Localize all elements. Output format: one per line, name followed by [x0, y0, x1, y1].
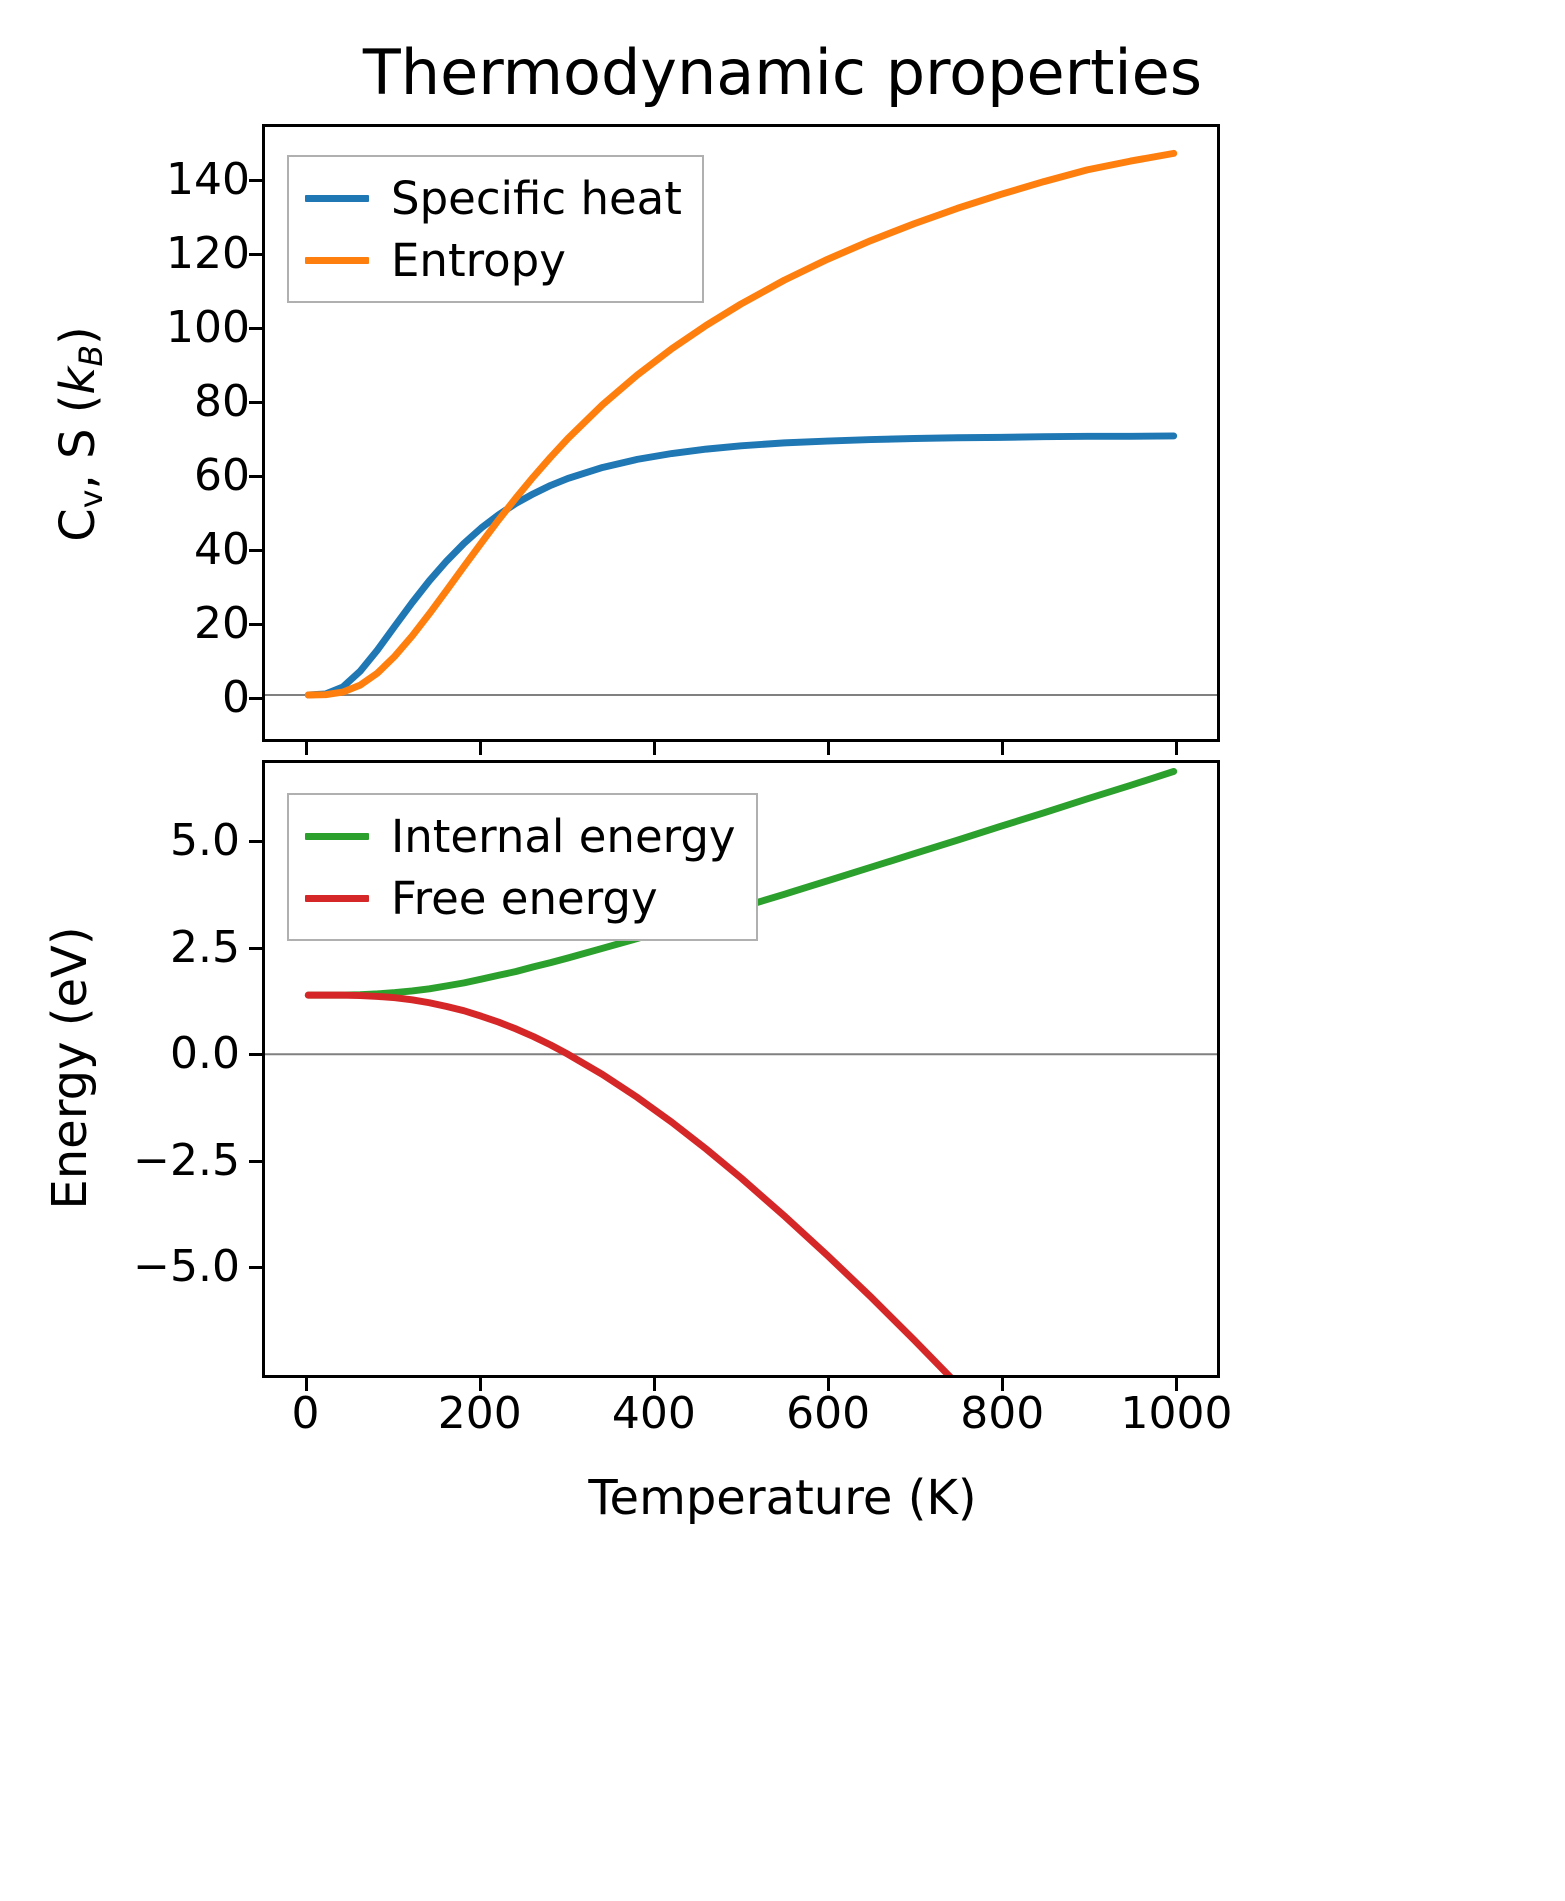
y-tick-label: 5.0: [170, 819, 240, 863]
bottom-legend-item[interactable]: Internal energy: [305, 805, 736, 867]
x-tick-mark: [653, 1378, 656, 1391]
y-tick-mark: [249, 179, 262, 182]
legend-color-swatch: [305, 195, 369, 202]
bottom-legend-item[interactable]: Free energy: [305, 867, 736, 929]
y-tick-mark: [249, 697, 262, 700]
top-legend[interactable]: Specific heat Entropy: [287, 155, 704, 303]
x-tick-mark: [479, 1378, 482, 1391]
top-legend-item[interactable]: Specific heat: [305, 167, 682, 229]
x-axis-label: Temperature (K): [0, 1470, 1565, 1526]
x-tick-label: 1000: [1120, 1392, 1232, 1436]
x-tick-mark: [479, 742, 482, 755]
x-tick-mark: [1175, 1378, 1178, 1391]
legend-color-swatch: [305, 833, 369, 840]
series-line-specific-heat: [308, 436, 1173, 695]
x-tick-label: 200: [438, 1392, 522, 1436]
y-tick-label: 100: [166, 306, 250, 350]
y-tick-label: −2.5: [133, 1139, 240, 1183]
ylabel-kb-sub: B: [74, 345, 110, 367]
legend-color-swatch: [305, 257, 369, 264]
y-tick-label: 0: [222, 676, 250, 720]
x-tick-mark: [1001, 742, 1004, 755]
series-line-free-energy: [308, 995, 1173, 1375]
legend-label: Entropy: [391, 238, 566, 283]
x-tick-mark: [305, 1378, 308, 1391]
x-tick-mark: [827, 742, 830, 755]
y-tick-mark: [249, 947, 262, 950]
x-tick-label: 600: [786, 1392, 870, 1436]
x-tick-mark: [827, 1378, 830, 1391]
top-y-axis-label: Cv, S (kB): [50, 154, 110, 714]
x-tick-label: 800: [960, 1392, 1044, 1436]
y-tick-label: 120: [166, 232, 250, 276]
bottom-legend[interactable]: Internal energy Free energy: [287, 793, 758, 941]
legend-label: Free energy: [391, 876, 658, 921]
legend-label: Specific heat: [391, 176, 682, 221]
bottom-y-tick-labels: −5.0 −2.5 0.0 2.5 5.0: [130, 760, 240, 1378]
y-tick-mark: [249, 1160, 262, 1163]
bottom-y-axis-label: Energy (eV): [42, 788, 98, 1348]
ylabel-mid: , S (: [50, 394, 106, 489]
y-tick-mark: [249, 1053, 262, 1056]
legend-label: Internal energy: [391, 814, 736, 859]
x-tick-labels: 02004006008001000: [262, 1392, 1220, 1452]
x-tick-label: 400: [612, 1392, 696, 1436]
y-tick-mark: [249, 327, 262, 330]
y-tick-label: 60: [194, 454, 250, 498]
y-tick-label: 20: [194, 602, 250, 646]
x-tick-label: 0: [292, 1392, 320, 1436]
figure-canvas: Thermodynamic properties 0 20 40 60 80 100 120…: [0, 0, 1565, 1901]
y-tick-label: 0.0: [170, 1032, 240, 1076]
x-tick-mark: [1175, 742, 1178, 755]
top-legend-item[interactable]: Entropy: [305, 229, 682, 291]
y-tick-label: 40: [194, 528, 250, 572]
y-tick-label: 140: [166, 158, 250, 202]
y-tick-mark: [249, 475, 262, 478]
ylabel-kb-k: k: [50, 367, 106, 395]
ylabel-cv-sub: v: [74, 489, 110, 508]
y-tick-mark: [249, 623, 262, 626]
figure-title: Thermodynamic properties: [0, 36, 1565, 109]
x-tick-mark: [653, 742, 656, 755]
y-tick-mark: [249, 401, 262, 404]
legend-color-swatch: [305, 895, 369, 902]
y-tick-label: −5.0: [133, 1245, 240, 1289]
x-tick-mark: [305, 742, 308, 755]
x-tick-mark: [1001, 1378, 1004, 1391]
y-tick-mark: [249, 549, 262, 552]
y-tick-mark: [249, 253, 262, 256]
ylabel-cv-c: C: [50, 508, 106, 542]
top-y-tick-labels: 0 20 40 60 80 100 120 140: [140, 124, 250, 742]
y-tick-label: 80: [194, 380, 250, 424]
y-tick-label: 2.5: [170, 926, 240, 970]
ylabel-close: ): [50, 326, 106, 345]
y-tick-mark: [249, 840, 262, 843]
y-tick-mark: [249, 1266, 262, 1269]
